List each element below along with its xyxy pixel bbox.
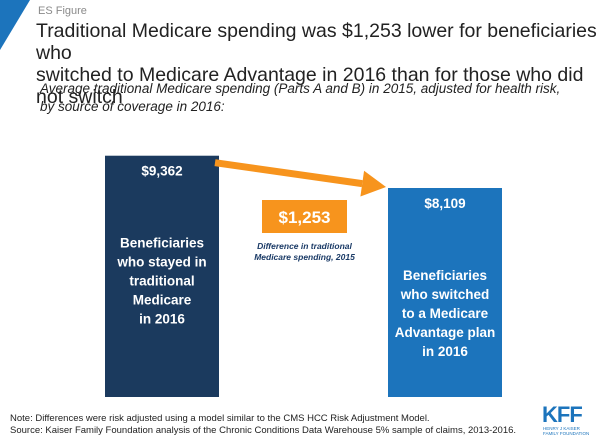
kff-logo-subtext: HENRY J KAISER FAMILY FOUNDATION: [543, 426, 595, 436]
chart-title: Traditional Medicare spending was $1,253…: [36, 20, 598, 108]
footer-source: Source: Kaiser Family Foundation analysi…: [10, 425, 517, 436]
bar-1-category-label-line-4: Medicare: [133, 293, 192, 308]
bar-2-category-label-line-5: in 2016: [422, 344, 468, 359]
chart-title-line-1: Traditional Medicare spending was $1,253…: [36, 20, 597, 64]
difference-value-box: [262, 200, 347, 233]
bar-1-category-label-line-1: Beneficiaries: [120, 236, 204, 251]
footer-notes: Note: Differences were risk adjusted usi…: [10, 413, 530, 437]
bar-2-category-label-line-1: Beneficiaries: [403, 268, 487, 283]
bar-2-category-label-line-3: to a Medicare: [402, 306, 489, 321]
bar-1-category-label-line-3: traditional: [129, 274, 194, 289]
bar-1-category-label-line-5: in 2016: [139, 312, 185, 327]
chart-subtitle-line-1: Average traditional Medicare spending (P…: [40, 81, 561, 96]
bar-2-value-label: $8,109: [424, 196, 465, 211]
bar-1-value-label: $9,362: [141, 164, 182, 179]
kff-logo-subtext-line-2: FAMILY FOUNDATION: [543, 431, 590, 436]
figure-label: ES Figure: [38, 5, 87, 17]
footer-note: Note: Differences were risk adjusted usi…: [10, 413, 430, 424]
difference-value-label: $1,253: [279, 208, 331, 227]
kff-logo-letters: KFF: [542, 402, 583, 427]
bar-2: [388, 188, 502, 397]
bar-1-category-label-line-2: who stayed in: [116, 255, 206, 270]
bar-1: [105, 155, 219, 397]
chart-subtitle-line-2: by source of coverage in 2016:: [40, 99, 225, 114]
chart-title-line-2: switched to Medicare Advantage in 2016 t…: [36, 64, 584, 108]
difference-caption-line-2: Medicare spending, 2015: [254, 252, 355, 262]
bar-2-category-label-line-4: Advantage plan: [395, 325, 496, 340]
difference-arrow-head: [360, 170, 386, 197]
kff-logo-subtext-line-1: HENRY J KAISER: [543, 426, 580, 431]
corner-accent-shape: [0, 0, 30, 50]
difference-arrow-shaft: [214, 159, 363, 188]
bar-chart: $9,362 Beneficiaries who stayed in traditio…: [105, 155, 502, 397]
difference-caption-line-1: Difference in traditional: [257, 241, 352, 251]
bar-2-category-label-line-2: who switched: [400, 287, 490, 302]
kff-logo: KFF HENRY J KAISER FAMILY FOUNDATION: [542, 404, 594, 440]
chart-subtitle: Average traditional Medicare spending (P…: [40, 80, 595, 116]
